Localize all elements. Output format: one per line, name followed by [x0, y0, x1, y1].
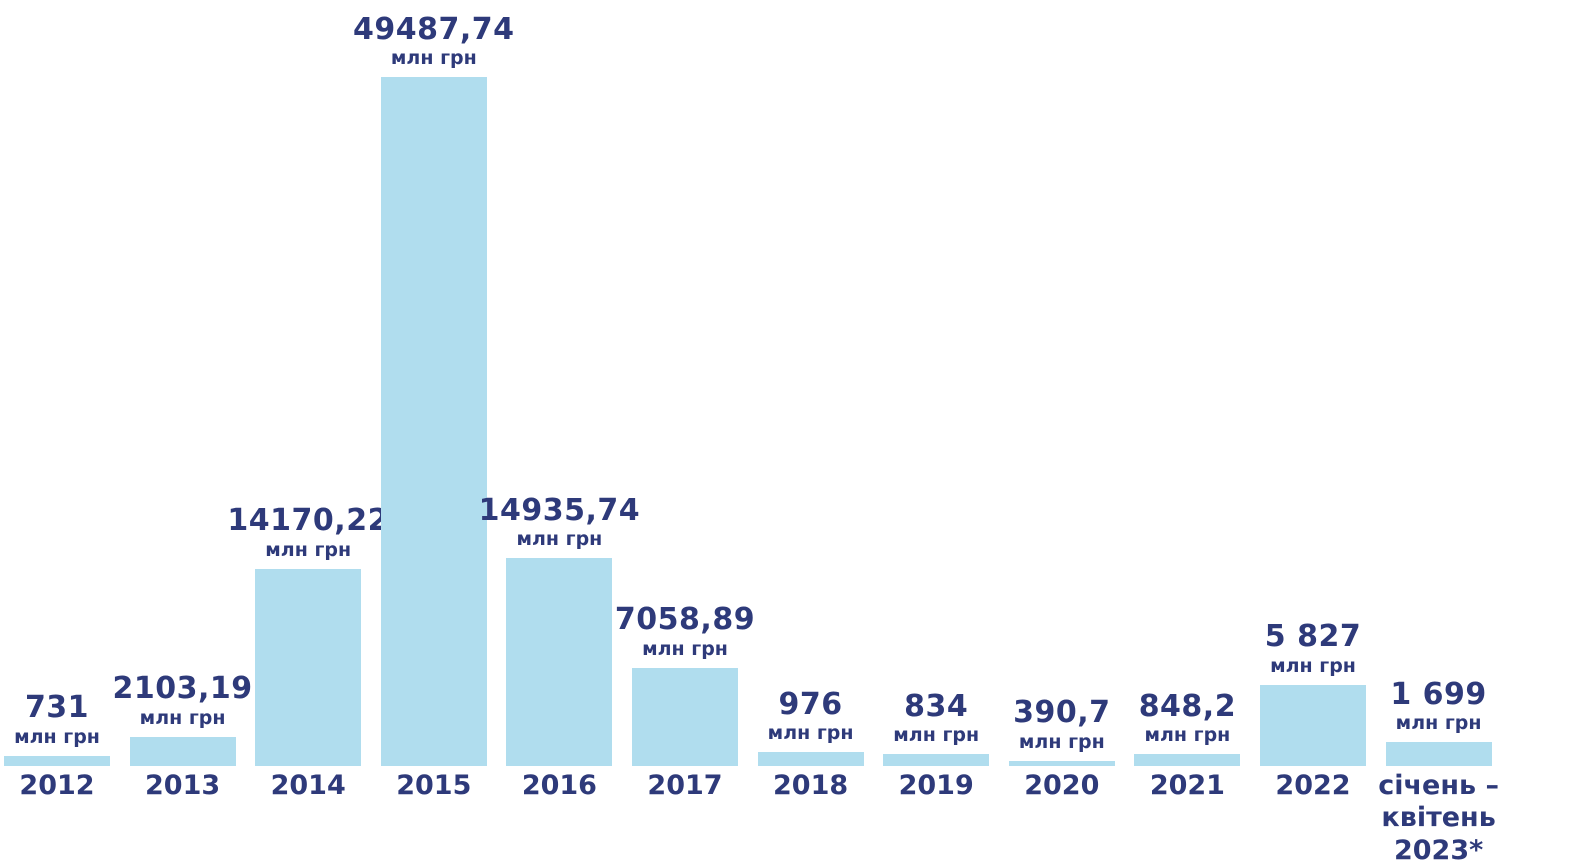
unit-text: млн грн	[265, 538, 352, 561]
bar	[255, 568, 362, 766]
bar	[4, 755, 110, 766]
value-text: 731	[24, 690, 90, 726]
bar	[380, 77, 487, 766]
unit-text: млн грн	[1018, 730, 1105, 753]
x-tick-label: 2015	[396, 770, 472, 801]
value-label: 834 млн грн	[846, 691, 1026, 746]
x-tick-label: 2019	[898, 770, 974, 801]
unit-text: млн грн	[767, 722, 854, 745]
bar	[506, 558, 613, 766]
bar	[1134, 754, 1241, 766]
x-tick-label: січень – квітень 2023*	[1378, 770, 1499, 866]
x-tick-label: 2013	[145, 770, 221, 801]
unit-text: млн грн	[516, 528, 603, 551]
bar	[757, 752, 864, 766]
bar	[1385, 742, 1492, 766]
bar	[129, 736, 236, 766]
unit-text: млн грн	[1395, 712, 1482, 735]
bar	[1008, 760, 1115, 766]
value-label: 731 млн грн	[0, 692, 147, 747]
unit-text: млн грн	[390, 47, 477, 70]
value-text: 834	[904, 688, 969, 724]
unit-text: млн грн	[14, 725, 100, 748]
value-label: 2103,19 млн грн	[93, 673, 273, 728]
x-tick-label: 2016	[521, 770, 597, 801]
value-label: 14935,74 млн грн	[469, 495, 649, 550]
unit-text: млн грн	[642, 637, 728, 660]
value-label: 7058,89 млн грн	[595, 604, 775, 659]
value-label: 390,7 млн грн	[972, 697, 1152, 752]
value-label: 848,2 млн грн	[1097, 691, 1277, 746]
value-text: 848,2	[1138, 688, 1237, 724]
x-tick-label: 2014	[270, 770, 346, 801]
value-label: 1 699 млн грн	[1349, 679, 1529, 734]
value-label: 49487,74 млн грн	[344, 14, 524, 69]
value-text: 976	[778, 686, 843, 722]
chart: (() => { const data = JSON.parse(documen…	[0, 13, 1529, 866]
x-tick-label: 2020	[1024, 770, 1100, 801]
value-text: 14170,22	[227, 503, 389, 539]
value-text: 2103,19	[112, 671, 253, 707]
x-tick-label: 2017	[647, 770, 723, 801]
bar	[632, 667, 738, 766]
value-text: 49487,74	[353, 11, 515, 47]
x-tick-label: 2021	[1149, 770, 1225, 801]
unit-text: млн грн	[1270, 654, 1356, 677]
unit-text: млн грн	[1144, 724, 1231, 747]
x-tick-label: 2018	[773, 770, 849, 801]
value-text: 5 827	[1264, 619, 1362, 655]
value-text: 7058,89	[614, 602, 756, 638]
unit-text: млн грн	[139, 706, 226, 729]
bar	[883, 754, 990, 766]
value-text: 390,7	[1013, 695, 1111, 731]
bar	[1260, 684, 1366, 766]
x-tick-label: 2022	[1275, 770, 1351, 801]
unit-text: млн грн	[893, 724, 980, 747]
x-tick-label: 2012	[19, 770, 95, 801]
value-text: 14935,74	[478, 492, 641, 528]
value-label: 976 млн грн	[721, 689, 901, 744]
value-label: 14170,22 млн грн	[218, 505, 398, 560]
value-text: 1 699	[1390, 676, 1487, 712]
value-label: 5 827 млн грн	[1223, 621, 1403, 676]
